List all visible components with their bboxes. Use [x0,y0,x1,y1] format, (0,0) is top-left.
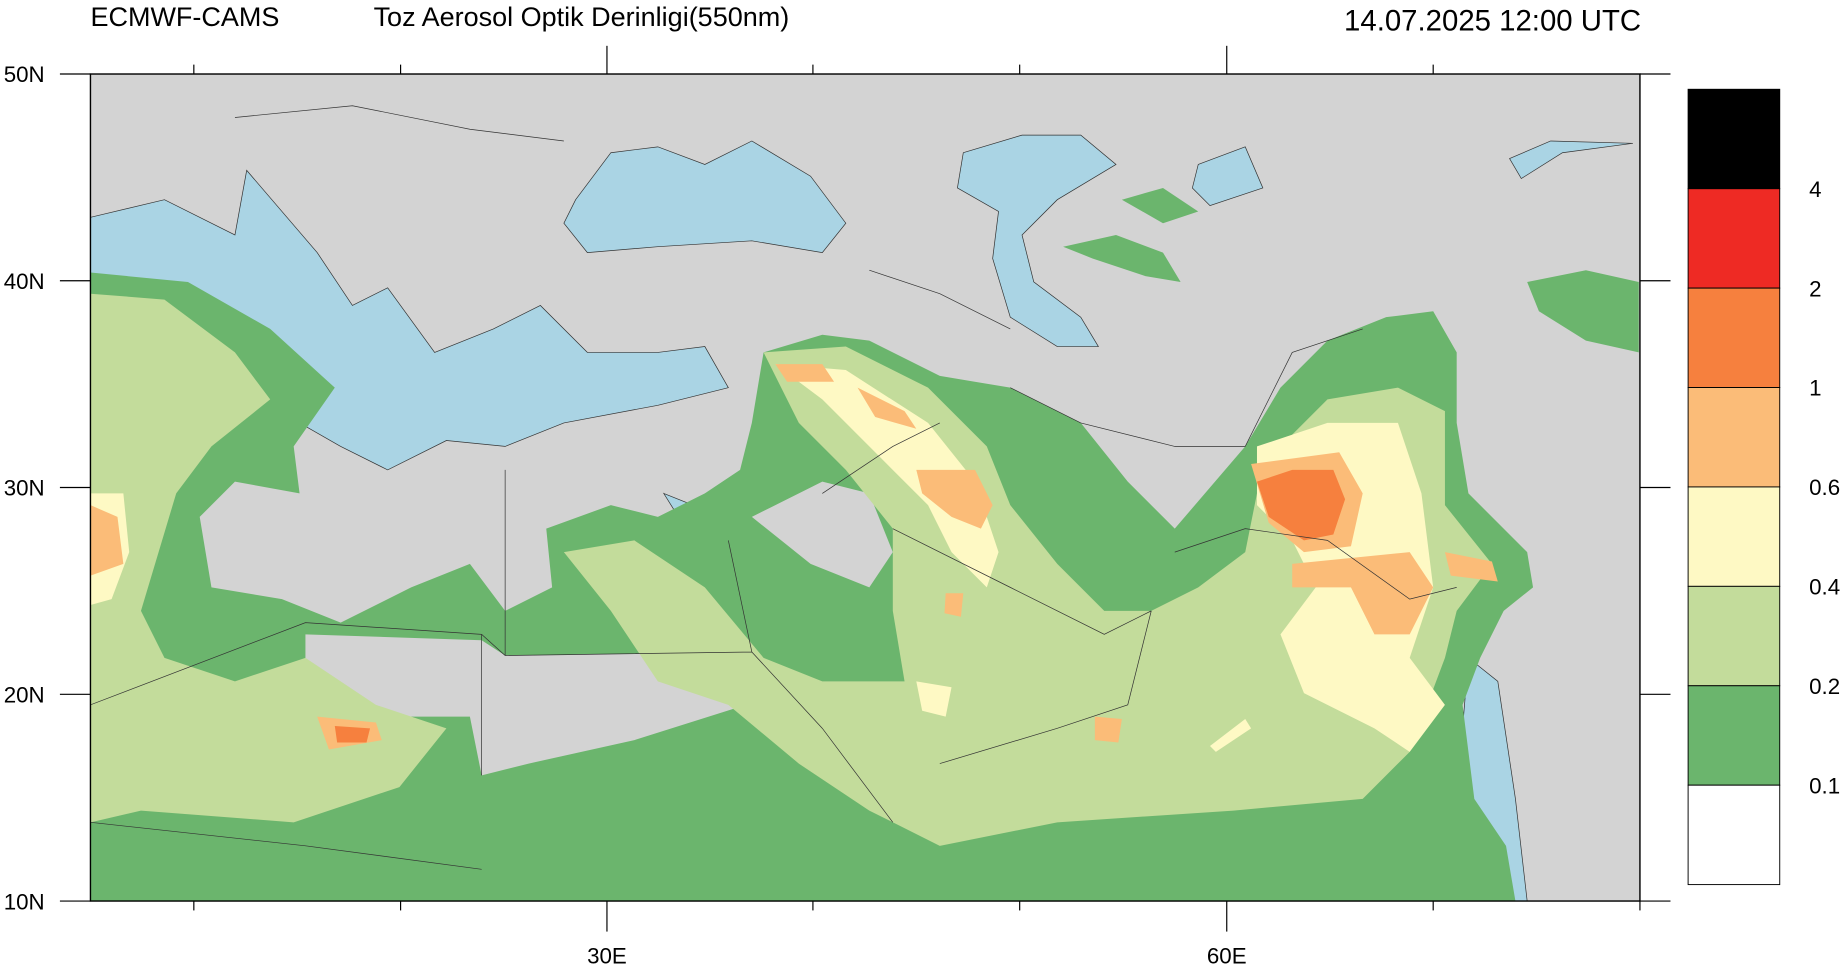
colorbar-swatch [1687,685,1781,786]
colorbar-swatch [1687,387,1781,488]
colorbar-swatch [1687,88,1781,190]
colorbar-swatch [1687,585,1781,687]
colorbar-label: 0.6 [1809,475,1840,500]
lon-label: 30E [587,943,627,968]
lat-label: 40N [4,269,45,294]
lat-label: 50N [4,62,45,87]
colorbar-swatch [1687,287,1781,388]
colorbar-swatch [1687,784,1781,886]
colorbar-label: 1 [1809,376,1821,401]
colorbar-label: 0.2 [1809,674,1840,699]
colorbar-label: 0.4 [1809,575,1840,600]
model-label: ECMWF-CAMS [90,2,279,32]
lat-label: 30N [4,476,45,501]
minor-ticks [193,64,1641,911]
colorbar-swatch [1687,188,1781,289]
colorbar-label: 0.1 [1809,773,1840,798]
colorbar: 4 2 1 0.6 0.4 0.2 0.1 [1687,88,1840,886]
colorbar-label: 4 [1809,177,1821,202]
colorbar-swatch [1687,486,1781,587]
lon-label: 60E [1207,943,1247,968]
axes: 50N 40N 30N 20N 10N 30E 60E [4,45,1671,968]
lat-label: 10N [4,889,45,914]
time-label: 14.07.2025 12:00 UTC [1344,5,1641,38]
colorbar-label: 2 [1809,276,1821,301]
map-area [90,74,1640,902]
lat-label: 20N [4,683,45,708]
map-title: Toz Aerosol Optik Derinligi(550nm) [374,2,790,32]
